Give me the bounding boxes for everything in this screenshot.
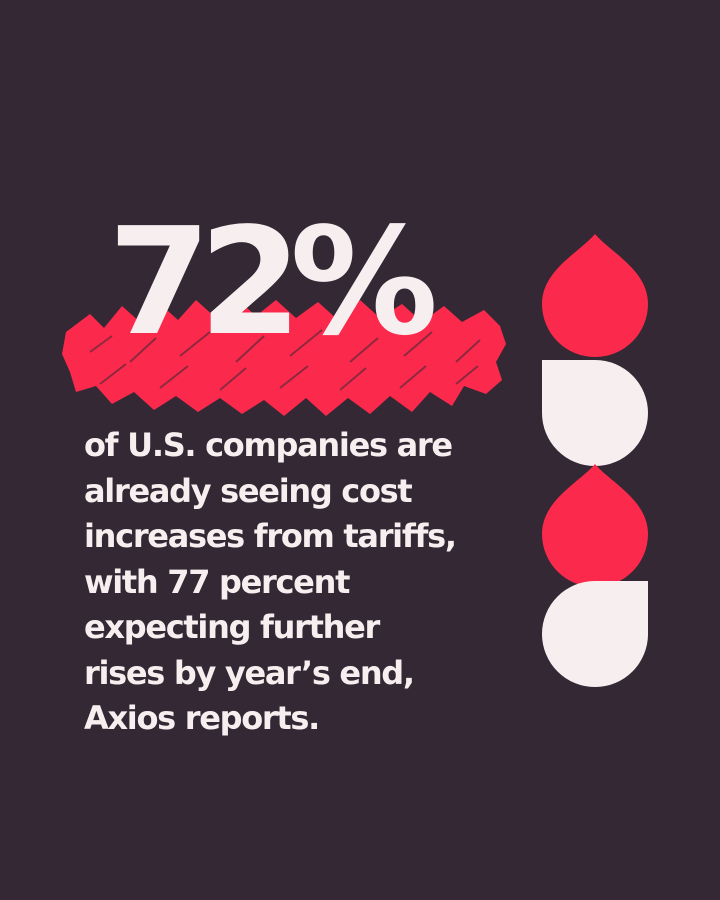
body-text-line: already seeing cost	[84, 471, 413, 510]
cream-cup-shape	[542, 581, 648, 687]
body-text-line: expecting further	[84, 608, 380, 646]
body-text-line: with 77 percent	[84, 562, 350, 601]
body-text-line: of U.S. companies are	[84, 426, 453, 464]
body-text-line: rises by year’s end,	[84, 653, 415, 692]
red-drop-shape	[542, 234, 648, 357]
red-scribble-highlight	[62, 298, 506, 416]
headline-stat: 72%	[108, 196, 438, 368]
body-text-line: increases from tariffs,	[84, 517, 457, 555]
body-text-line: Axios reports.	[84, 699, 320, 737]
body-text: of U.S. companies are already seeing cos…	[84, 423, 534, 742]
red-drop-shape	[542, 464, 648, 587]
cream-cup-shape	[542, 360, 648, 466]
decorative-shape-stack	[542, 234, 648, 687]
